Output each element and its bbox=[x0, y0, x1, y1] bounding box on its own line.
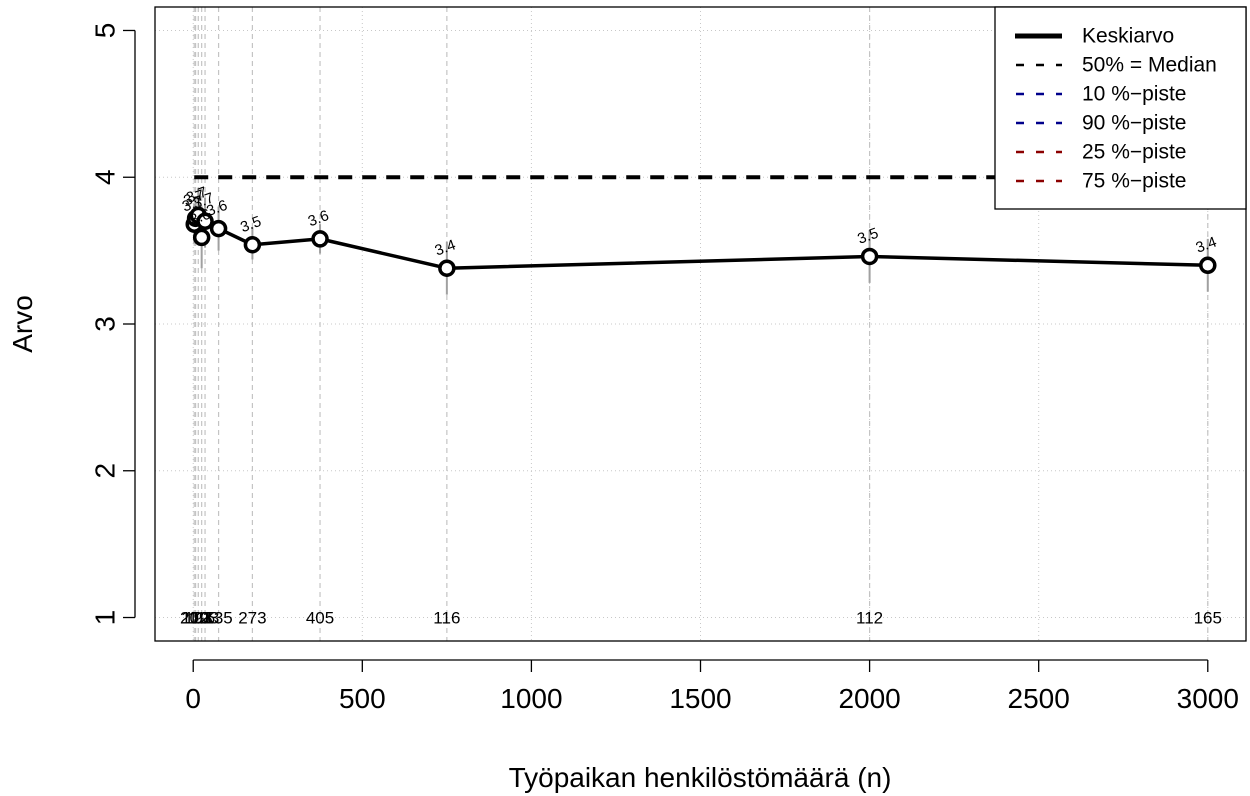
value-label: 3.4 bbox=[1194, 234, 1219, 257]
legend-label: 75 %−piste bbox=[1082, 170, 1187, 193]
legend-label: 50% = Median bbox=[1082, 54, 1217, 77]
y-axis-label: Arvo bbox=[7, 295, 38, 353]
y-tick-label: 5 bbox=[90, 23, 121, 39]
value-label: 3.6 bbox=[306, 207, 331, 230]
mean-point bbox=[192, 228, 211, 247]
count-label: 165 bbox=[1194, 609, 1222, 628]
value-label: 3.6 bbox=[204, 197, 229, 220]
mean-line bbox=[192, 213, 1208, 270]
count-label: 112 bbox=[856, 609, 883, 628]
mean-point bbox=[243, 236, 262, 254]
mean-point bbox=[1199, 256, 1217, 275]
bin-reference-lines bbox=[193, 7, 1209, 641]
x-tick-label: 2500 bbox=[1008, 683, 1070, 714]
count-label: 115 bbox=[188, 609, 215, 628]
count-label: 193 bbox=[184, 609, 212, 628]
value-label: 3.5 bbox=[855, 225, 880, 248]
mean-point bbox=[860, 247, 879, 266]
value-label: 3.7 bbox=[180, 192, 205, 215]
legend-box bbox=[994, 6, 1247, 210]
legend-label: 25 %−piste bbox=[1082, 141, 1187, 164]
value-label: 3.6 bbox=[187, 206, 212, 229]
count-label: 135 bbox=[204, 609, 232, 628]
mean-point bbox=[311, 230, 329, 248]
x-tick-label: 1000 bbox=[500, 683, 562, 714]
legend: Keskiarvo 50% = Median 10 %−piste 90 %−pist… bbox=[994, 6, 1247, 210]
x-tick-label: 500 bbox=[339, 683, 386, 714]
value-label: 3.5 bbox=[238, 213, 263, 236]
y-tick-label: 4 bbox=[90, 169, 121, 185]
count-label: 405 bbox=[306, 609, 334, 628]
y-tick-label: 2 bbox=[90, 463, 121, 479]
y-axis: 1 2 3 4 5 bbox=[90, 23, 136, 626]
value-label: 3.7 bbox=[181, 187, 206, 210]
x-tick-label: 3000 bbox=[1177, 683, 1239, 714]
legend-label: 90 %−piste bbox=[1082, 112, 1187, 135]
x-axis-label: Työpaikan henkilöstömäärä (n) bbox=[509, 762, 892, 793]
count-label: 123 bbox=[191, 609, 219, 628]
plot-frame bbox=[154, 6, 1247, 642]
mean-points bbox=[185, 206, 1217, 277]
x-tick-label: 0 bbox=[185, 683, 201, 714]
value-labels: 3.73.73.73.63.73.63.5 3.63.43.5 3.4 bbox=[180, 184, 1219, 260]
y-tick-label: 3 bbox=[90, 316, 121, 332]
count-label: 209 bbox=[180, 609, 208, 628]
count-label: 116 bbox=[433, 609, 460, 628]
mean-polyline bbox=[192, 213, 1208, 270]
mean-point bbox=[438, 259, 456, 277]
mean-point bbox=[196, 212, 214, 231]
x-tick-label: 1500 bbox=[669, 683, 731, 714]
x-tick-label: 2000 bbox=[838, 683, 900, 714]
count-label: 273 bbox=[238, 609, 266, 628]
x-axis: 0 500 1000 1500 2000 2500 3000 bbox=[185, 659, 1239, 714]
value-label: 3.7 bbox=[184, 184, 209, 207]
legend-label: 10 %−piste bbox=[1082, 83, 1187, 106]
mean-point bbox=[209, 219, 228, 238]
y-tick-label: 1 bbox=[90, 610, 121, 626]
value-label: 3.7 bbox=[191, 189, 216, 212]
count-label: 170 bbox=[181, 609, 209, 628]
value-label: 3.4 bbox=[433, 236, 458, 259]
legend-label: Keskiarvo bbox=[1082, 25, 1174, 48]
